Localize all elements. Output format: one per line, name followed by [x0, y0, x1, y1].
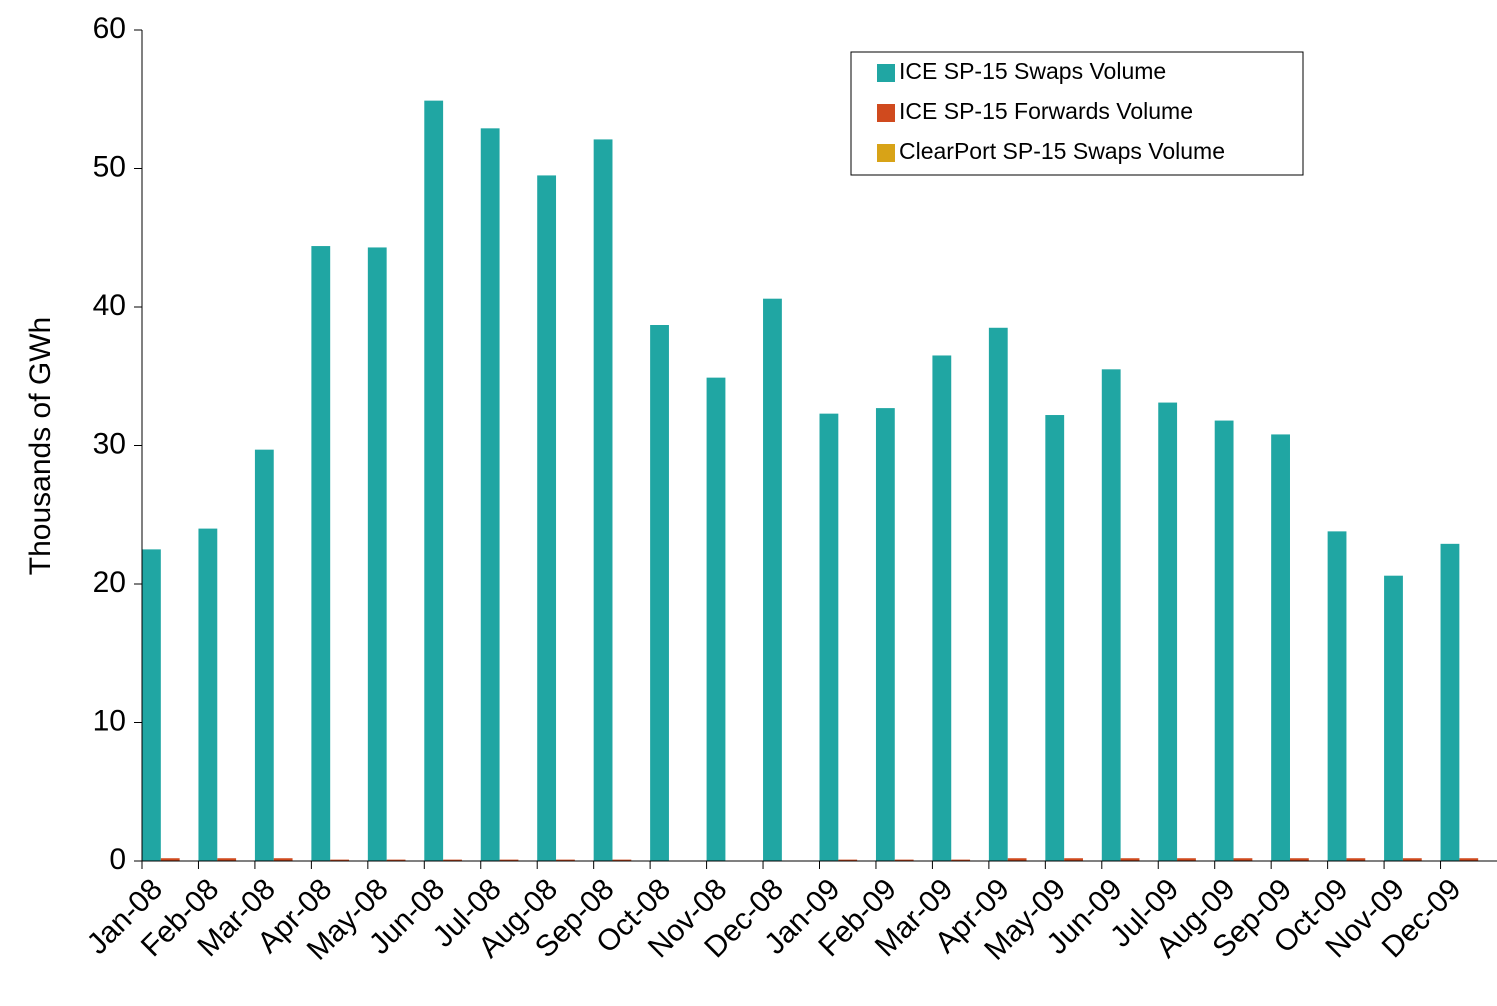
- bar: [593, 139, 613, 862]
- y-tick-label: 60: [93, 12, 126, 45]
- bar: [499, 859, 519, 861]
- legend-label: ICE SP-15 Forwards Volume: [899, 98, 1193, 124]
- bar: [160, 858, 180, 861]
- bar: [988, 327, 1008, 861]
- bar: [1346, 858, 1366, 861]
- bar: [819, 413, 839, 861]
- bar: [1271, 434, 1290, 861]
- bar: [217, 858, 237, 861]
- bar: [1064, 858, 1083, 861]
- bar: [706, 377, 726, 861]
- bar: [386, 859, 406, 861]
- legend-label: ClearPort SP-15 Swaps Volume: [899, 138, 1225, 164]
- legend-box: [850, 51, 1304, 176]
- legend-label: ICE SP-15 Swaps Volume: [899, 58, 1166, 84]
- bar: [311, 246, 331, 861]
- y-tick-label: 0: [109, 843, 126, 876]
- bar: [1440, 543, 1460, 861]
- legend-swatch: [877, 104, 895, 122]
- y-tick-label: 30: [93, 427, 126, 460]
- bar: [650, 325, 669, 861]
- bar: [1233, 858, 1253, 861]
- y-tick-label: 50: [93, 150, 126, 183]
- bar: [1177, 858, 1196, 861]
- bar: [612, 859, 632, 861]
- bar: [198, 528, 218, 861]
- legend-swatch: [877, 144, 895, 162]
- bar: [480, 128, 500, 861]
- bar: [556, 859, 575, 861]
- bar: [1459, 858, 1479, 861]
- bar: [537, 175, 557, 862]
- bar: [367, 247, 387, 861]
- bar: [1289, 858, 1309, 861]
- bar: [875, 408, 895, 861]
- bar: [763, 298, 782, 861]
- bar: [1158, 402, 1178, 861]
- bar: [1402, 858, 1422, 861]
- legend: ICE SP-15 Swaps Volume ICE SP-15 Forwards…: [850, 51, 1304, 176]
- y-tick-label: 20: [93, 566, 126, 599]
- bar: [1214, 420, 1234, 861]
- y-axis-title: Thousands of GWh: [24, 317, 57, 575]
- bar: [1101, 369, 1121, 861]
- bar: [1120, 858, 1140, 861]
- bar: [443, 859, 462, 861]
- legend-swatch: [877, 64, 895, 82]
- bar: [142, 549, 161, 861]
- bar: [1045, 415, 1065, 861]
- bar: [424, 100, 444, 861]
- bar: [932, 355, 952, 861]
- bar: [254, 449, 274, 861]
- bar: [838, 859, 858, 861]
- y-tick-label: 10: [93, 704, 126, 737]
- bar: [1327, 531, 1347, 861]
- bar: [1007, 858, 1027, 861]
- bar: [1384, 575, 1403, 861]
- bar: [273, 858, 293, 861]
- bar: [894, 859, 914, 861]
- bar: [951, 859, 971, 861]
- y-tick-label: 40: [93, 289, 126, 322]
- bar: [330, 859, 350, 861]
